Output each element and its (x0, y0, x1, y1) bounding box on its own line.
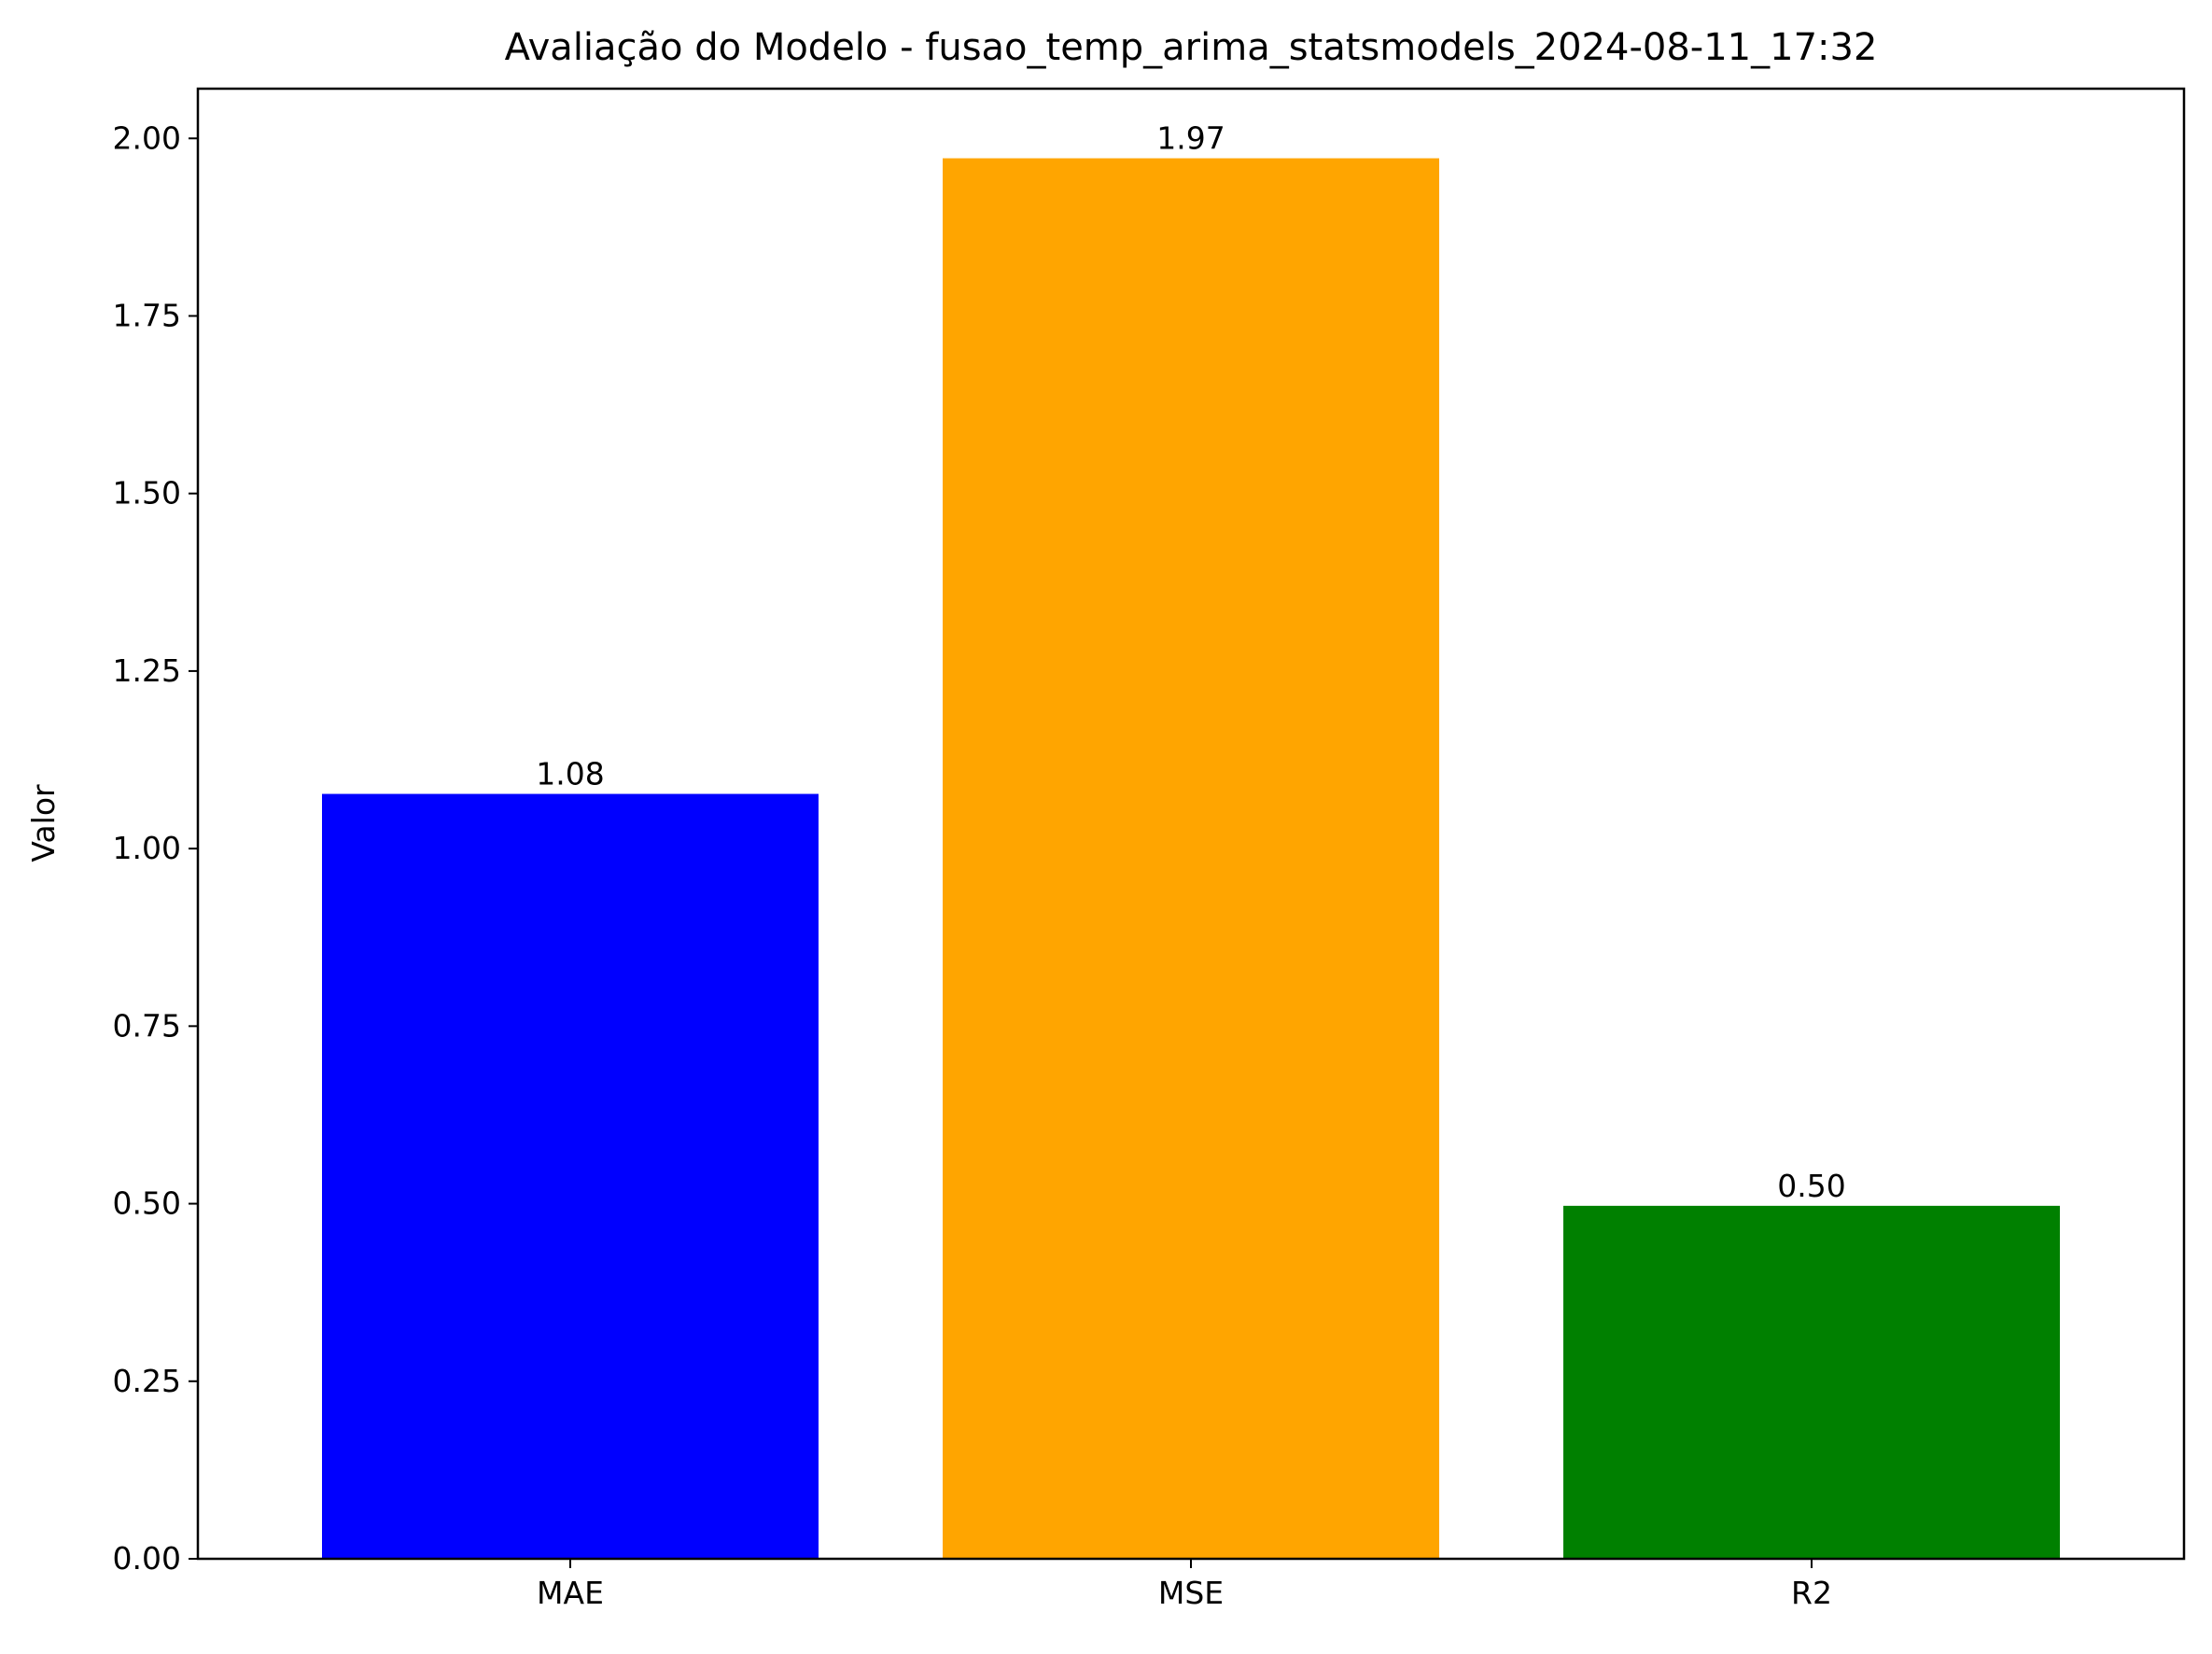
chart-title: Avaliação do Modelo - fusao_temp_arima_s… (505, 26, 1878, 69)
y-tick-label: 1.50 (113, 475, 181, 512)
data-label-mae: 1.08 (536, 756, 604, 792)
x-tick-label-r2: R2 (1791, 1575, 1832, 1611)
y-tick-label: 0.50 (113, 1185, 181, 1222)
plot-frame (196, 87, 2186, 1561)
y-tick-label: 0.25 (113, 1363, 181, 1399)
y-tick-label: 1.25 (113, 652, 181, 689)
bar-mse (943, 158, 1439, 1560)
bar-r2 (1563, 1205, 2060, 1559)
y-tick-label: 1.00 (113, 830, 181, 866)
data-label-r2: 0.50 (1777, 1168, 1845, 1204)
x-tick-label-mse: MSE (1158, 1575, 1224, 1611)
y-axis-label: Valor (25, 784, 62, 862)
y-axis: 0.00 0.25 0.50 0.75 1.00 1.25 1.50 1.75 2.00 (113, 119, 198, 1577)
bars-layer: 1.08 1.97 0.50 (322, 120, 2060, 1560)
bar-mae (322, 793, 819, 1559)
x-tick-label-mae: MAE (537, 1575, 604, 1611)
y-tick-label: 0.00 (113, 1540, 181, 1577)
data-label-mse: 1.97 (1156, 120, 1225, 157)
y-tick-label: 2.00 (113, 119, 181, 156)
y-tick-label: 0.75 (113, 1007, 181, 1044)
x-axis: MAE MSE R2 (537, 1559, 1832, 1611)
y-tick-label: 1.75 (113, 297, 181, 333)
